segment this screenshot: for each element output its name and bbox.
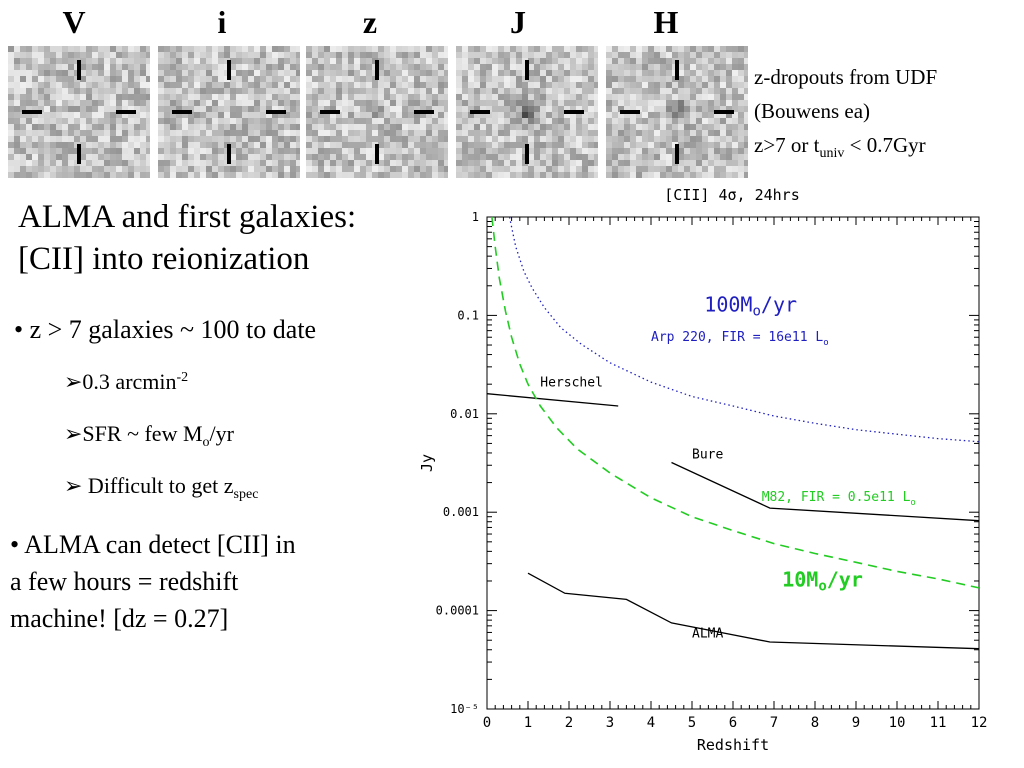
x-tick-label: 12 bbox=[971, 715, 988, 731]
band-label-z: z bbox=[362, 4, 378, 40]
y-tick-label: 0.01 bbox=[450, 407, 479, 421]
label-10msun: 10Mo/yr bbox=[782, 568, 863, 595]
band-label-j: J bbox=[510, 4, 526, 40]
title-line-1: ALMA and first galaxies: bbox=[18, 199, 357, 235]
note-line-2: (Bouwens ea) bbox=[754, 99, 871, 123]
x-tick-label: 1 bbox=[524, 715, 532, 731]
y-tick-label: 10⁻⁵ bbox=[450, 702, 479, 716]
series-line-1 bbox=[671, 461, 980, 522]
x-axis-label: Redshift bbox=[697, 736, 769, 754]
sub-bullet-area: ➢0.3 arcmin-2 bbox=[64, 369, 189, 394]
label-herschel: Herschel bbox=[540, 375, 603, 390]
dropout-note: z-dropouts from UDF (Bouwens ea) z>7 or … bbox=[754, 60, 937, 162]
y-axis-label: Jy bbox=[418, 454, 436, 472]
x-tick-label: 10 bbox=[889, 715, 906, 731]
alma-line-3: machine! [dz = 0.27] bbox=[10, 604, 229, 633]
alma-line-1: • ALMA can detect [CII] in bbox=[10, 530, 296, 559]
series-group bbox=[486, 216, 980, 650]
note-line-3: z>7 or tuniv < 0.7Gyr bbox=[754, 133, 926, 161]
x-tick-label: 2 bbox=[565, 715, 573, 731]
stamp-z bbox=[306, 46, 448, 178]
label-arp220: Arp 220, FIR = 16e11 Lo bbox=[651, 330, 829, 348]
sub-bullet-sfr: ➢SFR ~ few Mo/yr bbox=[64, 421, 234, 450]
stamp-h bbox=[606, 46, 748, 178]
x-tick-label: 4 bbox=[647, 715, 655, 731]
y-tick-label: 0.1 bbox=[457, 308, 479, 322]
series-line-0 bbox=[486, 393, 619, 407]
band-label-i: i bbox=[217, 4, 227, 40]
cii-sensitivity-chart: [CII] 4σ, 24hrs 0 1 2 3 4 5 6 7 8 9 10 11 1210.10.01… bbox=[418, 186, 988, 754]
bullet-alma: • ALMA can detect [CII] in a few hours =… bbox=[10, 526, 410, 637]
chart-title: [CII] 4σ, 24hrs bbox=[664, 186, 799, 204]
label-bure: Bure bbox=[692, 448, 723, 463]
x-tick-label: 7 bbox=[770, 715, 778, 731]
x-tick-label: 3 bbox=[606, 715, 614, 731]
stamp-v bbox=[8, 46, 150, 178]
slide-title: ALMA and first galaxies: [CII] into reio… bbox=[18, 196, 418, 280]
x-tick-label: 0 bbox=[483, 715, 491, 731]
series-line-2 bbox=[527, 572, 980, 650]
y-tick-label: 0.0001 bbox=[436, 604, 479, 618]
stamp-j bbox=[456, 46, 598, 178]
annotation-group: Herschel Bure ALMA Arp 220, FIR = 16e11 Lo M… bbox=[540, 292, 916, 641]
series-line-3 bbox=[508, 216, 980, 443]
sub-bullet-zspec: ➢ Difficult to get zspec bbox=[64, 473, 259, 502]
stamp-i bbox=[158, 46, 300, 178]
x-tick-label: 6 bbox=[729, 715, 737, 731]
label-alma: ALMA bbox=[692, 627, 723, 642]
title-line-2: [CII] into reionization bbox=[18, 241, 310, 277]
label-m82: M82, FIR = 0.5e11 Lo bbox=[762, 490, 916, 508]
y-tick-label: 0.001 bbox=[443, 505, 479, 519]
alma-line-2: a few hours = redshift bbox=[10, 567, 239, 596]
band-label-v: V bbox=[62, 4, 86, 40]
x-tick-label: 8 bbox=[811, 715, 819, 731]
y-tick-label: 1 bbox=[472, 210, 479, 224]
label-100msun: 100Mo/yr bbox=[704, 292, 797, 319]
band-label-h: H bbox=[653, 4, 679, 40]
note-line-1: z-dropouts from UDF bbox=[754, 65, 938, 89]
bullet-galaxies: • z > 7 galaxies ~ 100 to date bbox=[14, 315, 317, 344]
band-labels: V i z J H bbox=[0, 2, 760, 44]
x-tick-label: 11 bbox=[930, 715, 947, 731]
x-tick-label: 9 bbox=[852, 715, 860, 731]
series-line-4 bbox=[491, 216, 980, 589]
x-tick-label: 5 bbox=[688, 715, 696, 731]
